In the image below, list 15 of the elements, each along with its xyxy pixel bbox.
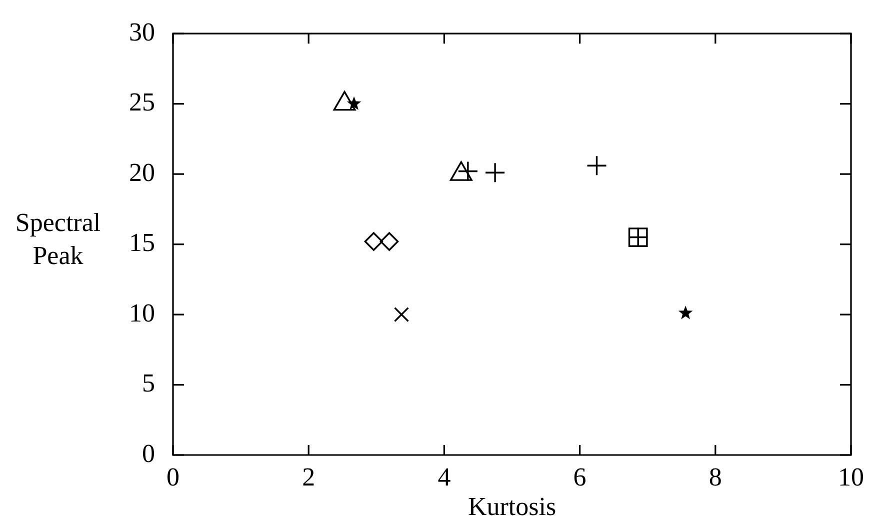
y-axis-title: Spectral Peak — [14, 207, 102, 272]
y-tick-label: 30 — [129, 17, 155, 46]
x-tick-label: 6 — [573, 462, 586, 492]
x-tick-label: 0 — [166, 462, 180, 492]
y-tick-label: 25 — [129, 88, 155, 117]
y-tick-label: 10 — [129, 298, 155, 328]
x-tick-label: 10 — [838, 462, 864, 492]
y-tick-label: 5 — [142, 368, 155, 398]
x-tick-label: 4 — [438, 462, 451, 492]
y-tick-label: 0 — [142, 438, 155, 468]
x-axis-title: Kurtosis — [468, 492, 556, 522]
y-tick-label: 15 — [129, 228, 155, 258]
y-tick-label: 20 — [129, 158, 155, 187]
x-tick-label: 2 — [302, 462, 316, 492]
x-tick-label: 8 — [708, 462, 722, 492]
